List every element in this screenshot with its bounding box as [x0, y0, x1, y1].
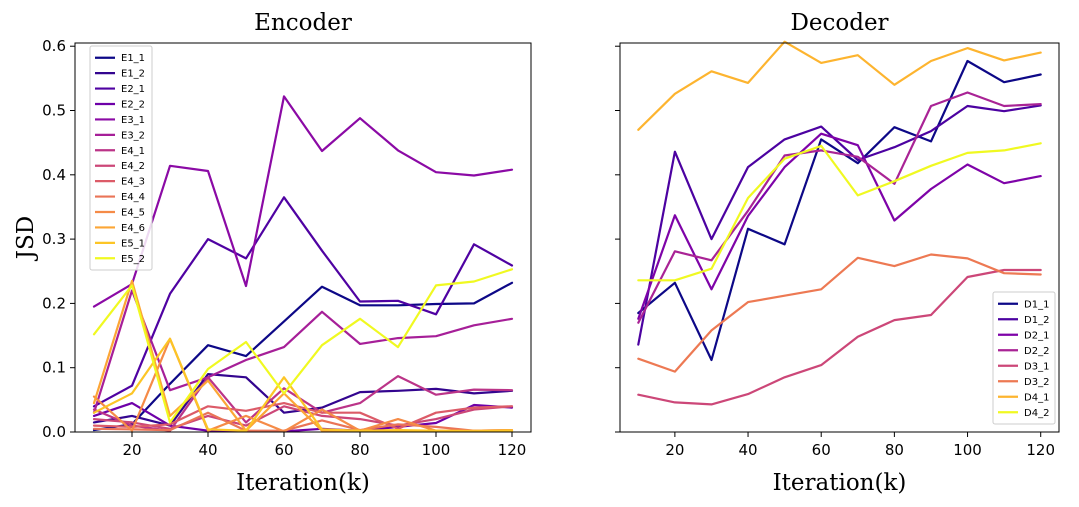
series-line-D1_2	[637, 104, 1042, 346]
axes-frame	[74, 42, 532, 433]
y-axis-label: JSD	[13, 216, 39, 261]
series-line-E3_1	[92, 95, 514, 308]
x-tick-label: 40	[738, 441, 757, 459]
y-tick-label: 0.4	[42, 166, 66, 184]
legend-label-E3_2: E3_2	[121, 130, 145, 141]
legend-label-E2_2: E2_2	[121, 100, 145, 111]
legend-label-E4_2: E4_2	[121, 161, 145, 172]
series-line-D3_1	[637, 268, 1042, 406]
series-line-E5_2	[92, 268, 514, 424]
y-tick-label: 0.3	[42, 230, 66, 248]
x-tick-label: 60	[274, 441, 293, 459]
legend-label-E5_1: E5_1	[121, 238, 145, 249]
x-tick-label: 120	[1026, 441, 1055, 459]
x-axis-label: Iteration(k)	[773, 470, 907, 496]
legend: E1_1 E1_2 E2_1 E2_2 E3_1 E3_2 E4_1 E4_2 E4_3 E4_4…	[89, 45, 153, 271]
y-tick-label: 0.5	[42, 102, 66, 120]
legend-label-E1_2: E1_2	[121, 69, 145, 80]
legend-box	[89, 45, 153, 271]
legend-label-D3_2: D3_2	[1024, 377, 1049, 388]
legend-label-E4_4: E4_4	[121, 192, 145, 203]
x-tick-label: 60	[812, 441, 831, 459]
legend-label-E4_6: E4_6	[121, 223, 145, 234]
series-line-E5_1	[92, 337, 514, 433]
legend-label-D4_1: D4_1	[1024, 392, 1049, 403]
x-tick-label: 80	[350, 441, 369, 459]
y-tick-label: 0.0	[42, 423, 66, 441]
legend: D1_1 D1_2 D2_1 D2_2 D3_1 D3_2 D4_1 D4_2	[992, 291, 1056, 425]
series-line-E4_3	[92, 402, 514, 430]
axes-frame	[619, 42, 1060, 433]
y-tick-label: 0.1	[42, 359, 66, 377]
legend-label-D4_2: D4_2	[1024, 408, 1049, 419]
series-line-D2_1	[637, 132, 1042, 320]
series-line-D4_1	[637, 40, 1042, 131]
chart-panel-1: 20 40 60 80 100 120DecoderIteration(k)D1_1D1_…	[615, 10, 1060, 496]
x-axis-label: Iteration(k)	[236, 470, 370, 496]
legend-label-E4_5: E4_5	[121, 208, 145, 219]
x-tick-label: 20	[665, 441, 684, 459]
x-tick-label: 100	[422, 441, 451, 459]
legend-label-D1_2: D1_2	[1024, 315, 1049, 326]
series-line-D3_2	[637, 253, 1042, 373]
y-tick-label: 0.6	[42, 37, 66, 55]
series-line-E4_4	[92, 411, 514, 432]
series-line-E2_1	[92, 196, 514, 408]
y-tick-label: 0.2	[42, 294, 66, 312]
series-line-D2_2	[637, 91, 1042, 324]
legend-label-E3_1: E3_1	[121, 115, 145, 126]
series-line-E2_2	[92, 402, 514, 433]
legend-label-E4_1: E4_1	[121, 146, 145, 157]
series-line-D4_2	[637, 142, 1042, 282]
x-tick-label: 40	[198, 441, 217, 459]
x-tick-label: 20	[122, 441, 141, 459]
legend-label-D1_1: D1_1	[1024, 299, 1049, 310]
legend-label-E4_3: E4_3	[121, 177, 145, 188]
legend-label-D3_1: D3_1	[1024, 361, 1049, 372]
chart-panel-0: 20 40 60 80 100 120 0.0 0.1 0.2 0.3 0.4 0.5 0.6 Encod…	[13, 10, 532, 496]
series-line-D1_1	[637, 59, 1042, 362]
series-line-E3_2	[92, 289, 514, 414]
x-tick-label: 120	[498, 441, 527, 459]
legend-label-D2_2: D2_2	[1024, 346, 1049, 357]
legend-label-E5_2: E5_2	[121, 254, 145, 265]
legend-label-E1_1: E1_1	[121, 53, 145, 64]
chart-title: Decoder	[790, 10, 888, 36]
x-tick-label: 100	[953, 441, 982, 459]
legend-label-D2_1: D2_1	[1024, 330, 1049, 341]
chart-title: Encoder	[254, 10, 352, 36]
x-tick-label: 80	[885, 441, 904, 459]
legend-label-E2_1: E2_1	[121, 84, 145, 95]
legend-box	[992, 291, 1056, 425]
